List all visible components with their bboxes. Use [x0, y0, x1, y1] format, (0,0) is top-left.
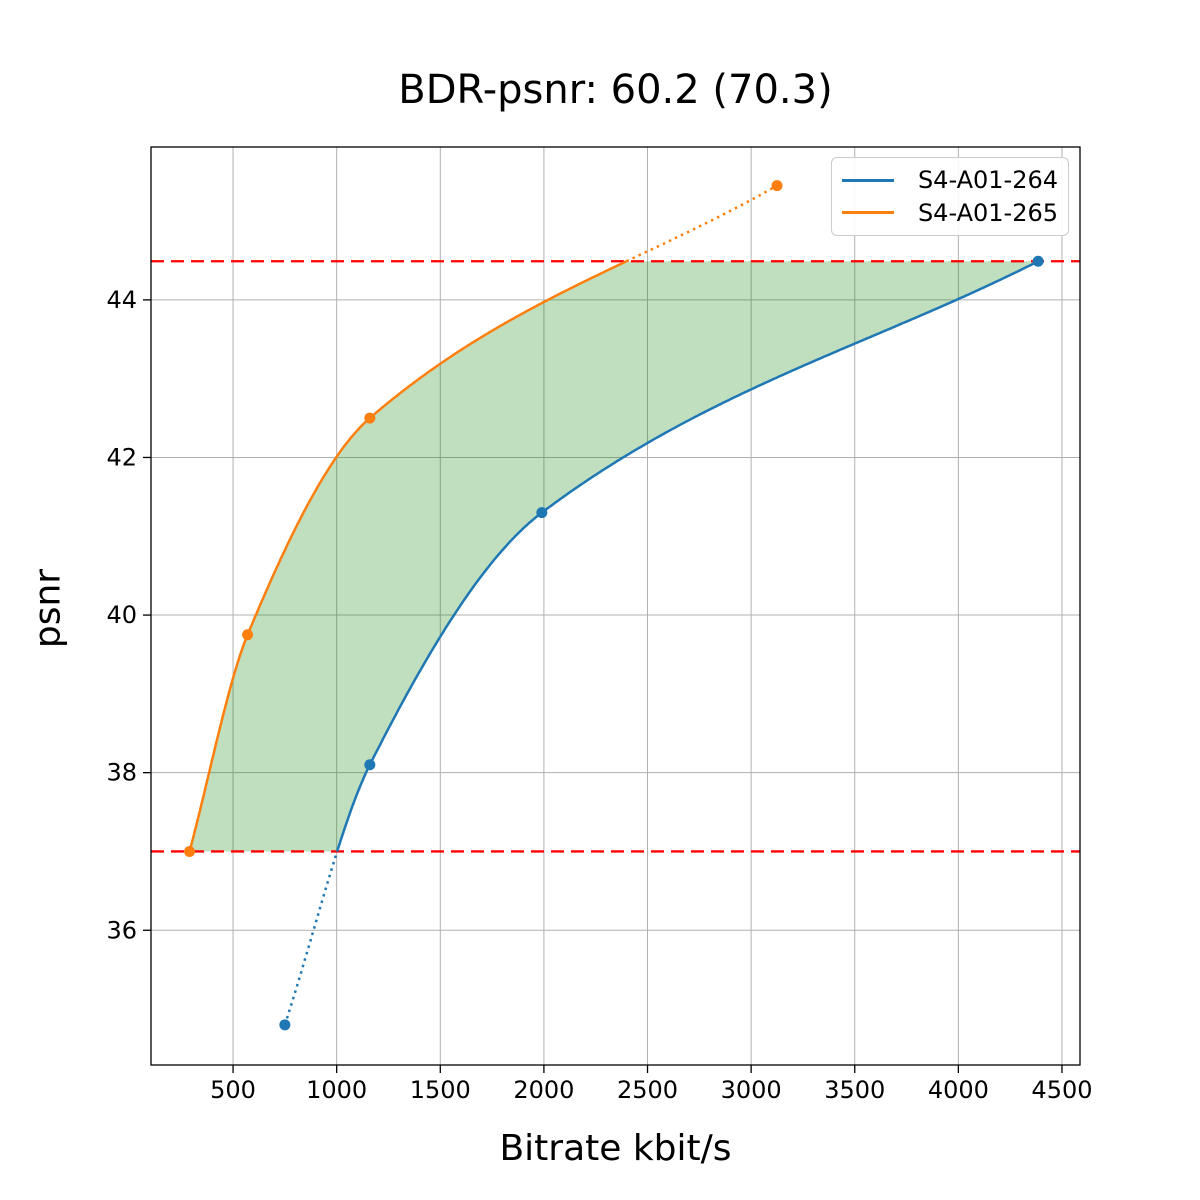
plot-border	[150, 146, 1081, 1066]
legend-line-sample-264	[842, 178, 894, 182]
tick-label-x-3000: 3000	[721, 1076, 782, 1104]
tick-label-x-1000: 1000	[306, 1076, 367, 1104]
chart-title: BDR-psnr: 60.2 (70.3)	[398, 67, 833, 113]
marker-S4-A01-264-4385	[1032, 255, 1044, 267]
legend-line-sample-265	[842, 211, 894, 215]
legend-item-s4-a01-264: S4-A01-264	[842, 166, 1058, 194]
curve-S4-A01-265-solid-0	[188, 260, 628, 852]
marker-S4-A01-265-570	[242, 629, 254, 641]
marker-S4-A01-265-1160	[364, 412, 376, 424]
marker-S4-A01-265-3125	[771, 180, 783, 192]
legend-item-s4-a01-265: S4-A01-265	[842, 199, 1058, 227]
curve-S4-A01-264-dotted-0	[283, 851, 339, 1026]
tick-label-x-4500: 4500	[1031, 1076, 1092, 1104]
legend-label-264: S4-A01-264	[917, 166, 1058, 195]
marker-S4-A01-264-1160	[364, 759, 376, 771]
tick-label-x-2500: 2500	[617, 1076, 678, 1104]
tick-label-y-42: 42	[106, 443, 137, 471]
tick-label-x-3500: 3500	[824, 1076, 885, 1104]
legend: S4-A01-264 S4-A01-265	[831, 157, 1069, 236]
marker-S4-A01-264-750	[279, 1019, 291, 1031]
marker-S4-A01-264-1990	[536, 507, 548, 519]
tick-label-x-2000: 2000	[513, 1076, 574, 1104]
fill-region	[189, 261, 1039, 852]
marker-S4-A01-265-290	[184, 845, 196, 857]
tick-label-y-36: 36	[106, 916, 137, 944]
tick-label-y-40: 40	[106, 601, 137, 629]
curve-S4-A01-264-solid-1	[335, 260, 1039, 852]
tick-label-y-44: 44	[106, 286, 137, 314]
tick-label-y-38: 38	[106, 759, 137, 787]
tick-label-x-1500: 1500	[410, 1076, 471, 1104]
curve-S4-A01-265-dotted-1	[625, 184, 778, 263]
tick-label-x-500: 500	[210, 1076, 256, 1104]
x-axis-label: Bitrate kbit/s	[499, 1128, 732, 1169]
tick-label-x-4000: 4000	[928, 1076, 989, 1104]
legend-label-265: S4-A01-265	[917, 198, 1058, 227]
